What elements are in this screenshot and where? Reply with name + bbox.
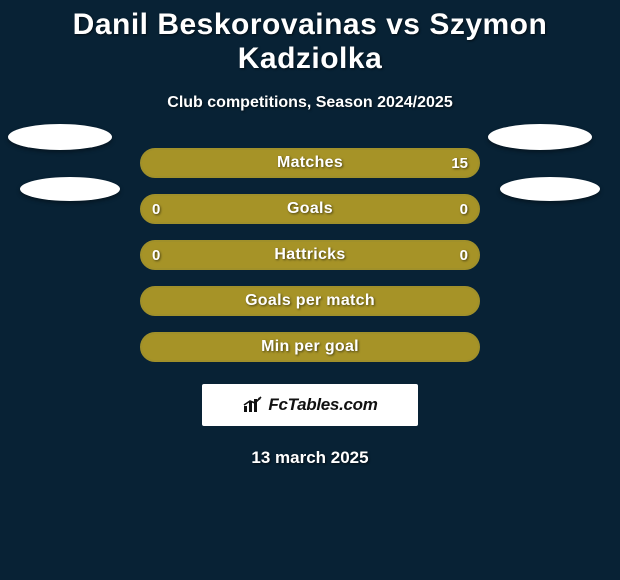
page-title: Danil Beskorovainas vs Szymon Kadziolka <box>0 0 620 76</box>
subtitle: Club competitions, Season 2024/2025 <box>0 94 620 112</box>
stat-right-value: 0 <box>460 201 468 218</box>
decorative-ellipse <box>500 177 600 201</box>
stat-row: Goals0 0 <box>140 194 480 224</box>
stat-label: Goals per match <box>142 292 478 310</box>
decorative-ellipse <box>8 124 112 150</box>
stat-label: Goals <box>142 200 478 218</box>
stat-left-value: 0 <box>152 201 160 218</box>
stat-label: Hattricks <box>142 246 478 264</box>
stat-right-value: 0 <box>460 247 468 264</box>
stat-left-value: 0 <box>152 247 160 264</box>
stat-row: Hattricks0 0 <box>140 240 480 270</box>
stat-label: Min per goal <box>142 338 478 356</box>
date-label: 13 march 2025 <box>0 448 620 468</box>
stat-row: Matches15 <box>140 148 480 178</box>
stat-label: Matches <box>142 154 478 172</box>
logo-text: FcTables.com <box>268 395 377 415</box>
fctables-logo: FcTables.com <box>202 384 418 426</box>
decorative-ellipse <box>20 177 120 201</box>
stat-row: Goals per match <box>140 286 480 316</box>
stat-row: Min per goal <box>140 332 480 362</box>
stat-right-value: 15 <box>451 155 468 172</box>
chart-icon <box>242 396 264 414</box>
decorative-ellipse <box>488 124 592 150</box>
